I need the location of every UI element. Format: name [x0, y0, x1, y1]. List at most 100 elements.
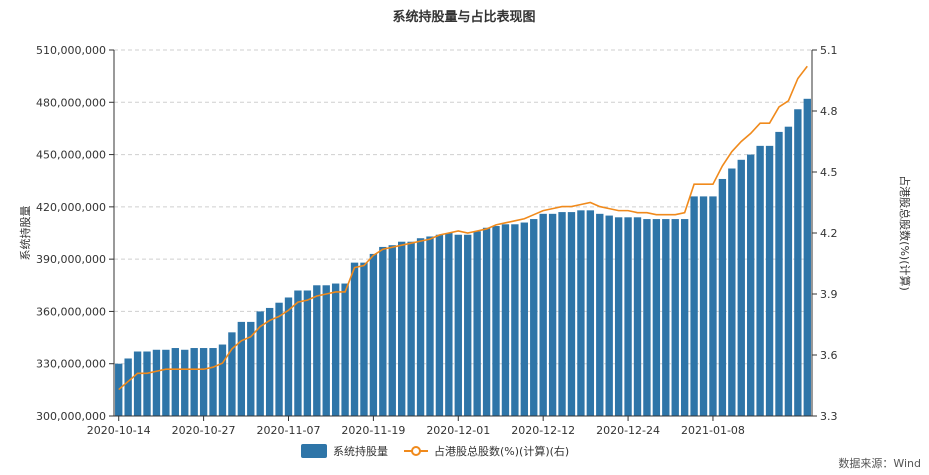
left-tick-label: 330,000,000	[36, 358, 106, 371]
bar	[237, 321, 246, 416]
x-tick-label: 2020-11-19	[341, 424, 405, 437]
bar	[511, 224, 519, 416]
bar	[784, 126, 793, 416]
legend-bar-swatch	[301, 444, 327, 458]
left-tick-label: 480,000,000	[36, 96, 106, 109]
right-tick-label: 4.2	[820, 227, 838, 240]
right-tick-label: 4.8	[820, 105, 838, 118]
bar	[445, 233, 453, 416]
bar	[199, 348, 208, 416]
right-tick-label: 3.9	[820, 288, 838, 301]
bar	[765, 145, 774, 417]
bar	[388, 245, 396, 416]
bar	[747, 154, 755, 416]
bar	[652, 219, 661, 416]
bar	[614, 217, 623, 416]
bar	[596, 213, 604, 416]
bar	[633, 217, 642, 416]
bar	[737, 159, 745, 417]
y-axis-left-label: 系统持股量	[18, 206, 32, 261]
left-tick-label: 390,000,000	[36, 253, 106, 266]
bar	[426, 236, 434, 416]
bar	[171, 348, 179, 416]
bar	[662, 219, 670, 416]
chart-title: 系统持股量与占比表现图	[392, 9, 535, 25]
bar	[256, 311, 264, 416]
right-tick-label: 4.5	[820, 166, 838, 179]
bar	[501, 224, 510, 416]
left-tick-label: 450,000,000	[36, 149, 106, 162]
bar	[162, 349, 170, 416]
line-series	[118, 65, 808, 391]
legend-line-marker	[411, 446, 421, 456]
bar	[548, 213, 557, 416]
bar	[416, 238, 425, 416]
bar	[454, 234, 462, 416]
x-tick-label: 2020-10-27	[172, 424, 236, 437]
bar	[152, 349, 161, 416]
legend-line-label: 占港股总股数(%)(计算)(右)	[434, 444, 569, 458]
y-axis-right-label: 占港股总股数(%)(计算)	[898, 175, 912, 291]
bar	[331, 283, 340, 416]
bar	[133, 351, 142, 416]
bar	[671, 219, 679, 416]
bar	[313, 285, 321, 416]
legend-bar-label: 系统持股量	[333, 444, 388, 458]
bar	[247, 321, 255, 416]
right-axis-ticks: 3.3 3.6 3.9 4.2 4.5 4.8 5.1	[812, 44, 838, 423]
bar	[379, 246, 387, 416]
left-tick-label: 510,000,000	[36, 44, 106, 57]
bar	[350, 262, 359, 416]
left-tick-label: 420,000,000	[36, 201, 106, 214]
left-tick-label: 360,000,000	[36, 305, 106, 318]
bar	[567, 212, 576, 416]
bar	[181, 349, 189, 416]
bar	[275, 302, 283, 416]
x-tick-label: 2020-12-01	[426, 424, 490, 437]
right-tick-label: 3.3	[820, 410, 838, 423]
bar	[643, 219, 651, 416]
bar	[473, 231, 481, 416]
bar	[530, 219, 538, 416]
bar	[369, 253, 378, 416]
bar	[539, 213, 547, 416]
bar	[482, 227, 491, 416]
bar	[341, 283, 349, 416]
bar	[586, 210, 595, 416]
right-tick-label: 3.6	[820, 349, 838, 362]
bar	[303, 290, 312, 416]
bar	[190, 348, 198, 416]
bar	[718, 178, 727, 416]
bar	[775, 131, 783, 416]
x-tick-label: 2021-01-08	[681, 424, 745, 437]
right-tick-label: 5.1	[820, 44, 838, 57]
axes	[113, 50, 813, 417]
bar	[558, 212, 566, 416]
x-tick-label: 2020-11-07	[257, 424, 321, 437]
bar	[398, 241, 406, 416]
x-tick-label: 2020-12-12	[511, 424, 575, 437]
bar	[756, 145, 764, 417]
bar	[605, 215, 613, 416]
bar	[322, 285, 330, 416]
x-tick-label: 2020-10-14	[87, 424, 151, 437]
bar	[265, 307, 274, 416]
bar	[124, 358, 132, 416]
bar	[690, 196, 698, 416]
bar	[360, 262, 368, 416]
legend: 系统持股量 占港股总股数(%)(计算)(右)	[301, 444, 569, 458]
bar	[728, 168, 736, 416]
bar	[228, 332, 236, 416]
bar	[218, 344, 227, 416]
bar	[143, 351, 151, 416]
left-axis-ticks: 300,000,000 330,000,000 360,000,000 390,000…	[36, 44, 114, 423]
bar	[624, 217, 632, 416]
bar	[407, 241, 415, 416]
bar	[709, 196, 717, 416]
bar	[294, 290, 302, 416]
bar-series	[115, 98, 811, 417]
line-path	[118, 65, 808, 391]
bar	[284, 297, 293, 416]
bar	[492, 226, 500, 416]
gridlines	[114, 49, 812, 365]
